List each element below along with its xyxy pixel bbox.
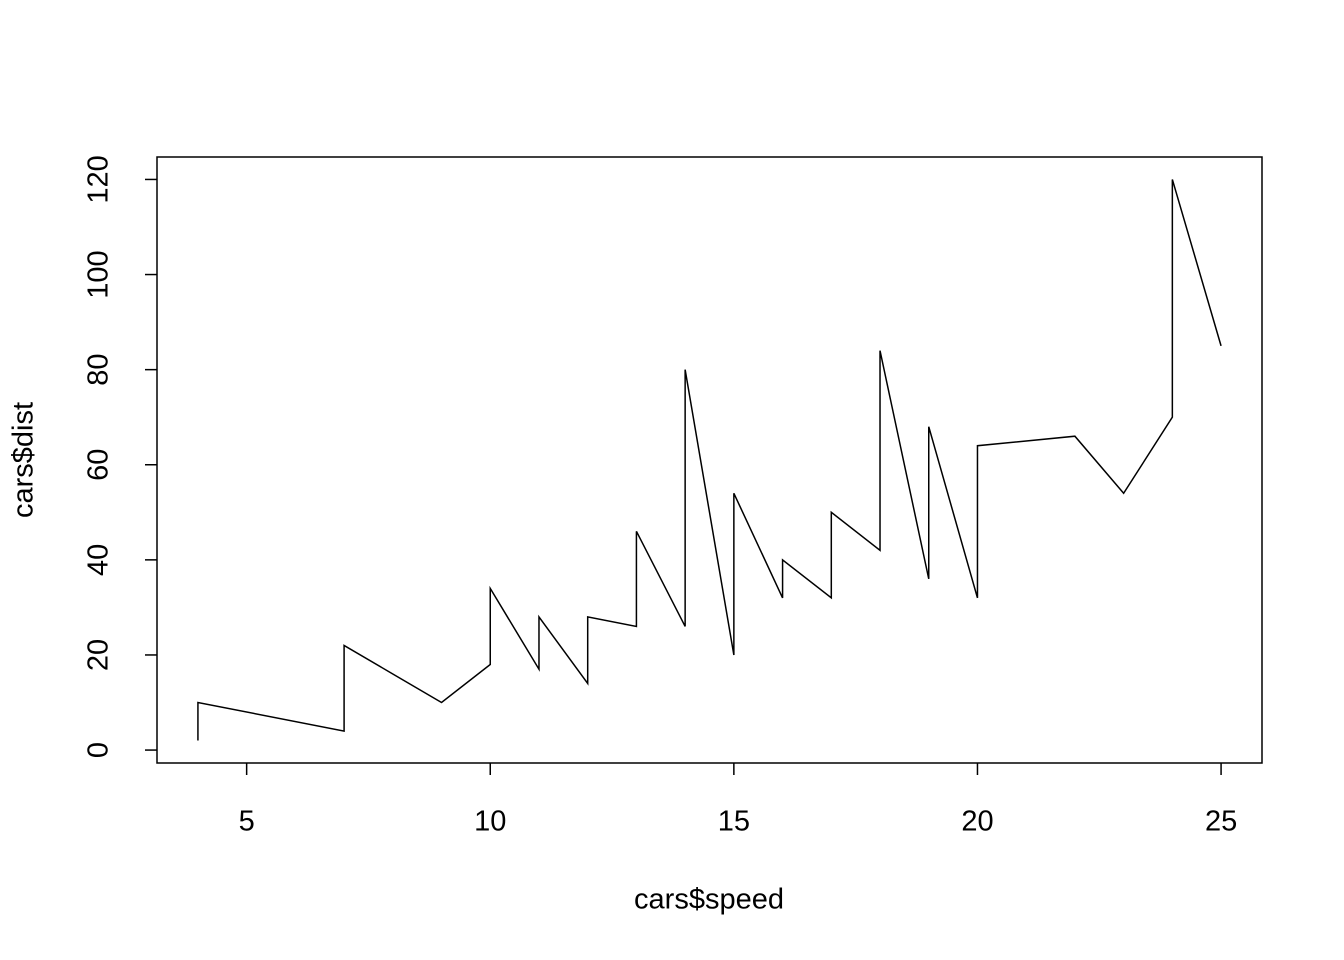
y-tick-label: 60 [83,449,115,481]
y-tick-label: 80 [83,354,115,386]
plot-box [156,156,1263,764]
x-tick-label: 25 [1205,806,1237,838]
x-tick-label: 10 [474,806,506,838]
data-line [197,179,1222,741]
y-tick-label: 120 [83,155,115,203]
y-tick-label: 20 [83,639,115,671]
y-tick-label: 100 [83,250,115,298]
x-tick-label: 5 [239,806,255,838]
y-tick-label: 0 [83,742,115,758]
y-tick-label: 40 [83,544,115,576]
x-tick-label: 15 [718,806,750,838]
y-axis-label: cars$dist [8,402,40,518]
x-tick-label: 20 [961,806,993,838]
x-axis-label: cars$speed [634,884,784,916]
